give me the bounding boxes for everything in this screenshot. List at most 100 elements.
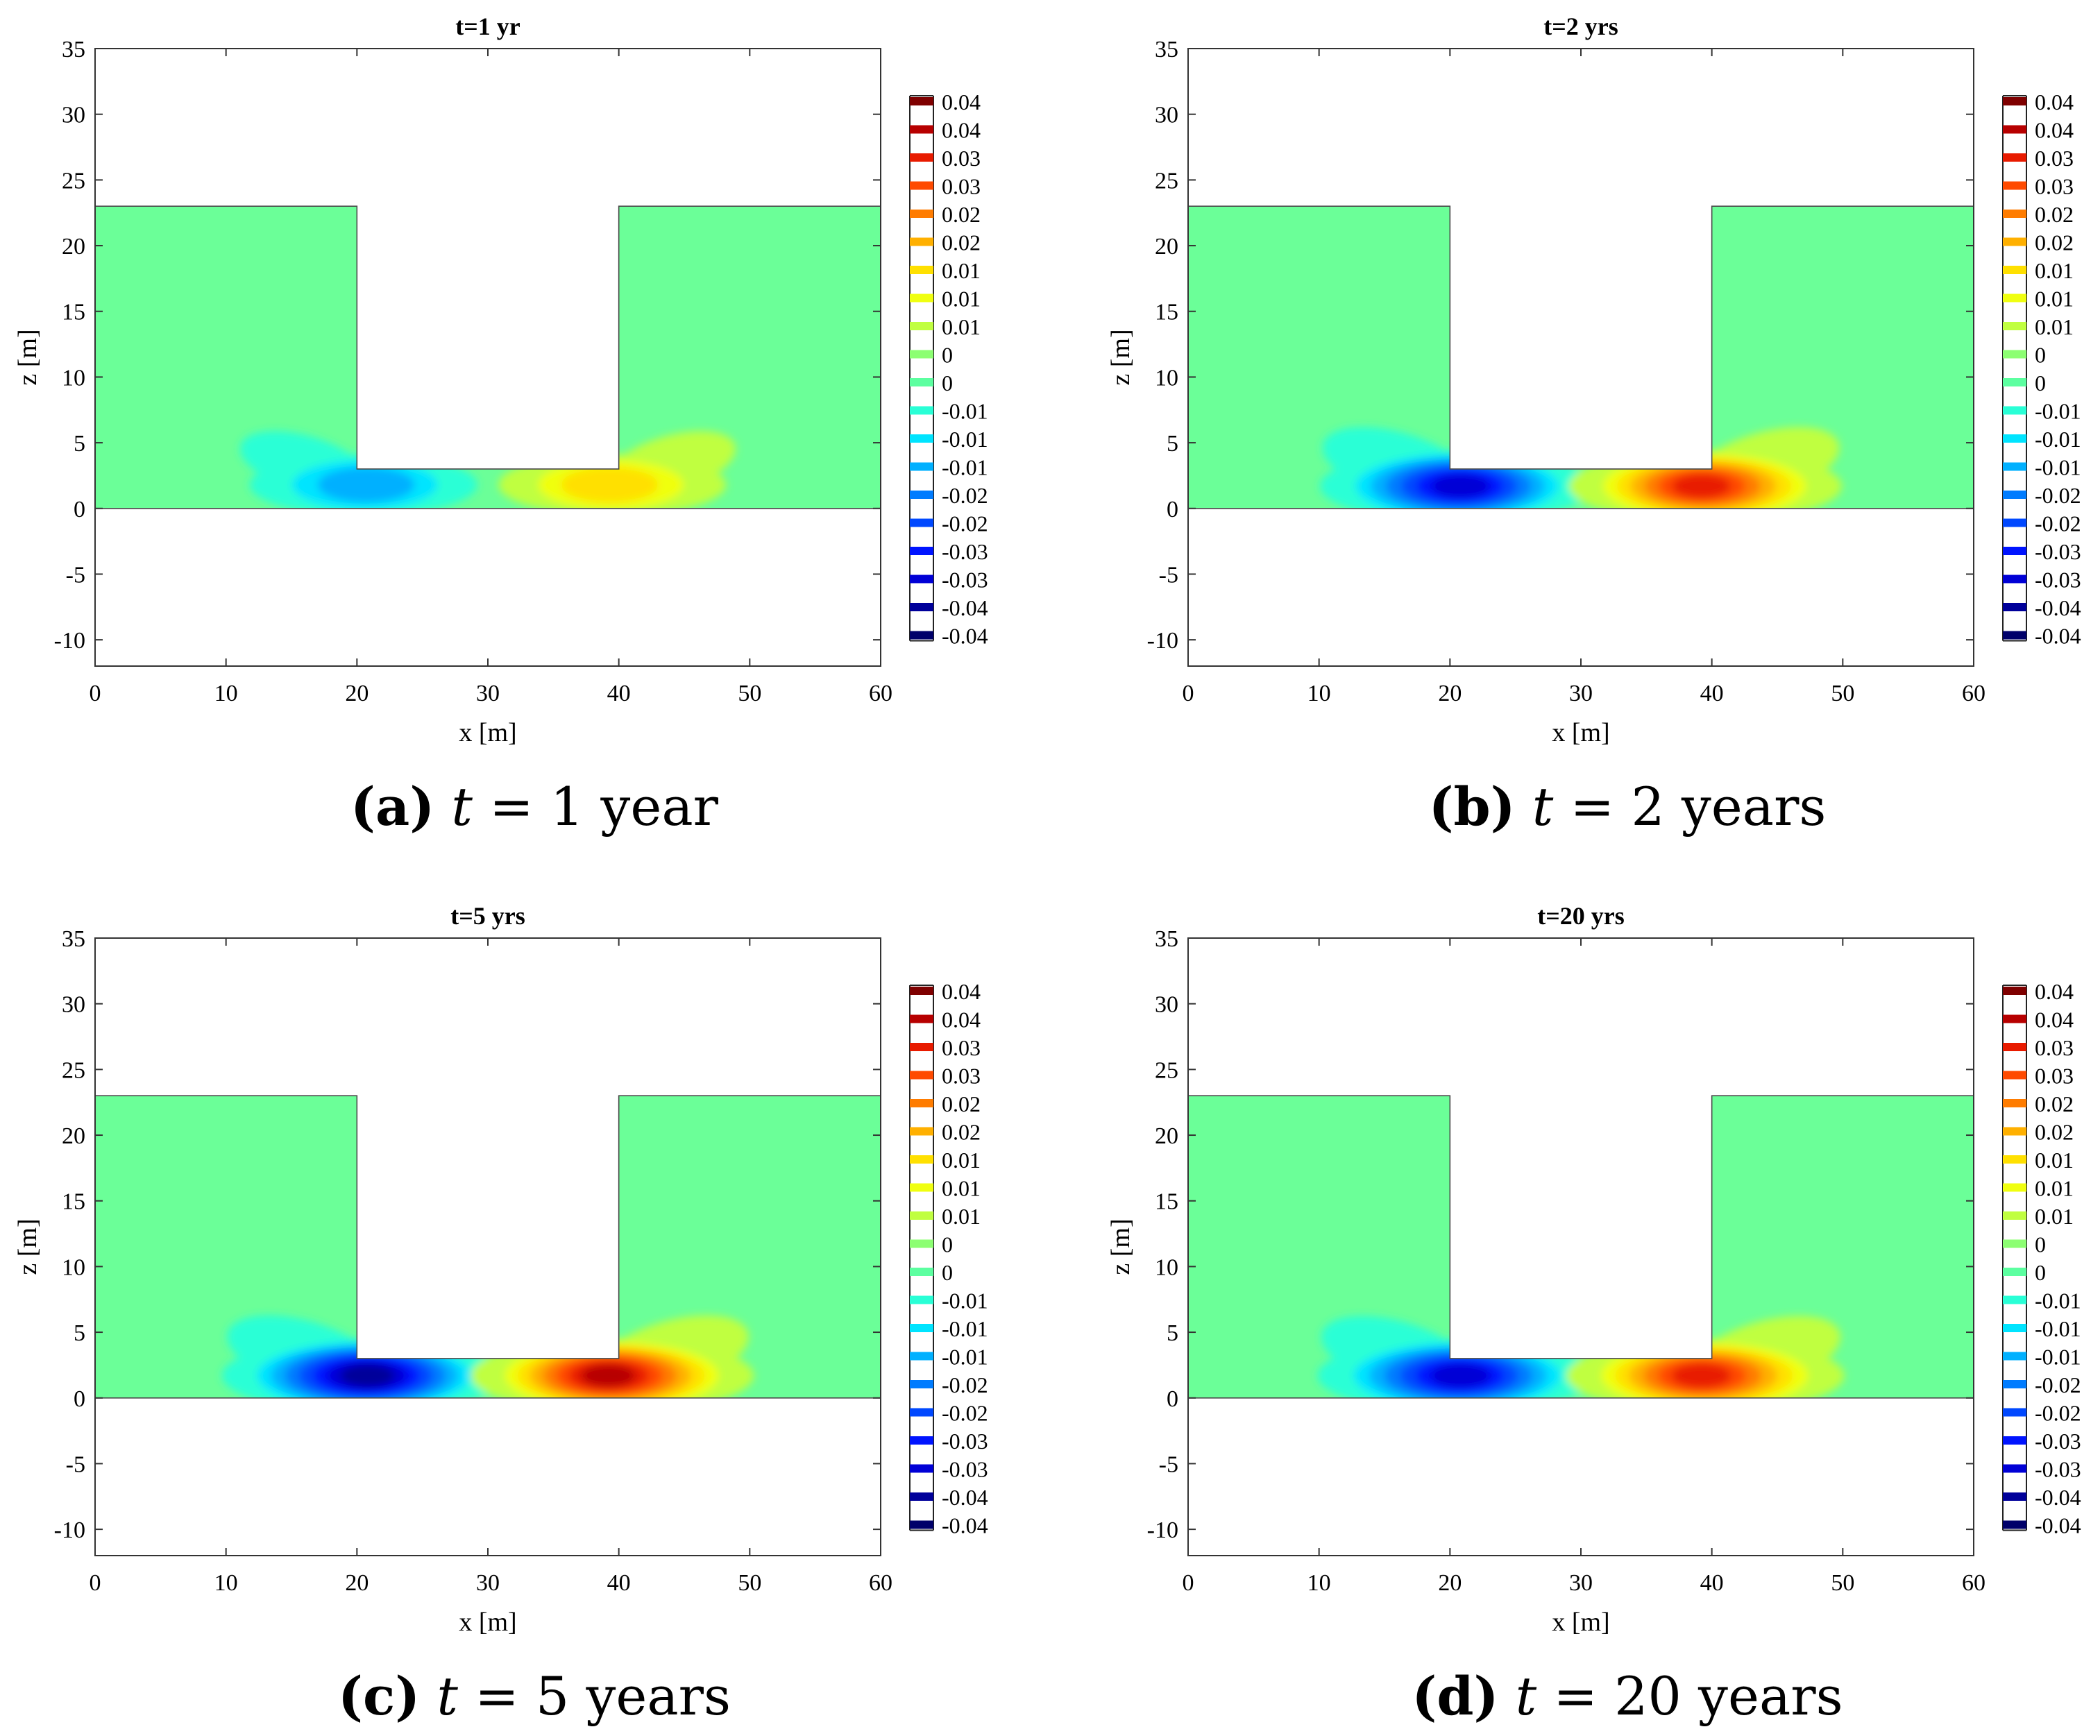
colorbar-label: -0.02 xyxy=(942,1372,988,1397)
colorbar-label: -0.04 xyxy=(2035,595,2081,620)
y-tick-label: 5 xyxy=(1167,1320,1178,1346)
colorbar-swatch xyxy=(910,491,933,499)
colorbar-swatch xyxy=(910,293,933,303)
colorbar-label: -0.01 xyxy=(2035,427,2081,452)
domain-outline xyxy=(1187,205,1974,509)
colorbar-label: 0.01 xyxy=(2035,1176,2074,1201)
y-tick-label: 5 xyxy=(74,1320,85,1346)
caption-c-letter: (c) xyxy=(338,1665,421,1727)
y-tick-label: 10 xyxy=(62,1254,85,1280)
colorbar-swatch xyxy=(2003,406,2026,415)
x-tick-label: 10 xyxy=(214,1570,238,1596)
x-tick-label: 10 xyxy=(1307,681,1331,706)
y-axis-label: z [m] xyxy=(1106,1218,1135,1275)
colorbar-swatch xyxy=(2003,125,2026,134)
x-tick-label: 20 xyxy=(1438,681,1462,706)
colorbar-label: -0.03 xyxy=(2035,539,2081,564)
caption-a-variable: t xyxy=(451,776,473,837)
colorbar-swatch xyxy=(2003,1099,2026,1107)
y-tick-label: 25 xyxy=(1155,1057,1178,1083)
y-tick-label: -10 xyxy=(1147,1517,1178,1543)
colorbar-swatch xyxy=(910,1408,933,1417)
negative-contour-level xyxy=(341,1364,395,1387)
colorbar-swatch xyxy=(910,210,933,218)
colorbar-swatch xyxy=(2003,603,2026,611)
colorbar-swatch xyxy=(2003,518,2026,527)
colorbar-label: 0.04 xyxy=(2035,1007,2074,1032)
colorbar-label: 0 xyxy=(2035,371,2046,395)
colorbar-label: 0.03 xyxy=(2035,1035,2074,1060)
y-tick-label: 20 xyxy=(62,234,85,259)
colorbar-swatch xyxy=(910,1436,933,1445)
colorbar-label: 0 xyxy=(2035,343,2046,368)
colorbar-swatch xyxy=(910,406,933,415)
colorbar-swatch xyxy=(2003,1268,2026,1276)
x-tick-label: 0 xyxy=(90,1570,101,1596)
x-axis-label: x [m] xyxy=(1552,718,1609,747)
colorbar-label: 0.04 xyxy=(2035,90,2074,114)
colorbar-label: -0.04 xyxy=(2035,1513,2081,1538)
negative-contour-level xyxy=(317,467,415,503)
colorbar-swatch xyxy=(910,1295,933,1304)
colorbar-label: -0.01 xyxy=(942,455,988,480)
y-tick-label: -10 xyxy=(54,1517,85,1543)
colorbar-swatch xyxy=(2003,462,2026,471)
x-tick-label: 60 xyxy=(1962,681,1985,706)
colorbar-swatch xyxy=(910,1492,933,1501)
x-tick-label: 50 xyxy=(738,1570,761,1596)
caption-a-value: = 1 year xyxy=(489,776,718,837)
y-axis-label: z [m] xyxy=(13,329,42,385)
colorbar-swatch xyxy=(2003,237,2026,246)
x-tick-label: 50 xyxy=(1831,681,1854,706)
colorbar-swatch xyxy=(910,1155,933,1164)
colorbar-swatch xyxy=(2003,153,2026,162)
x-tick-label: 40 xyxy=(1700,1570,1724,1596)
colorbar-label: 0.01 xyxy=(2035,314,2074,339)
colorbar-swatch xyxy=(2003,1380,2026,1388)
colorbar-label: -0.02 xyxy=(942,511,988,536)
colorbar-swatch xyxy=(910,1099,933,1107)
x-tick-label: 20 xyxy=(345,1570,369,1596)
y-tick-label: 10 xyxy=(1155,365,1178,391)
y-tick-label: 15 xyxy=(1155,1189,1178,1215)
colorbar-label: 0.01 xyxy=(2035,1204,2074,1229)
colorbar-swatch xyxy=(2003,1436,2026,1445)
x-tick-label: 50 xyxy=(1831,1570,1854,1596)
colorbar-swatch xyxy=(910,237,933,246)
y-tick-label: 30 xyxy=(1155,992,1178,1018)
colorbar-label: -0.01 xyxy=(942,399,988,424)
colorbar-label: 0.04 xyxy=(2035,979,2074,1004)
x-tick-label: 40 xyxy=(607,681,631,706)
x-tick-label: 30 xyxy=(1569,1570,1593,1596)
colorbar-swatch xyxy=(910,1183,933,1192)
y-tick-label: 30 xyxy=(62,992,85,1018)
colorbar-label: -0.01 xyxy=(942,1288,988,1313)
positive-contour-level xyxy=(1672,1363,1731,1388)
colorbar-swatch xyxy=(2003,1183,2026,1192)
colorbar-swatch xyxy=(910,631,933,640)
colorbar-label: -0.04 xyxy=(2035,624,2081,649)
x-tick-label: 40 xyxy=(1700,681,1724,706)
colorbar-swatch xyxy=(2003,1520,2026,1529)
colorbar-swatch xyxy=(910,1268,933,1276)
colorbar-swatch xyxy=(2003,293,2026,303)
colorbar-swatch xyxy=(910,987,933,995)
colorbar-swatch xyxy=(910,97,933,105)
x-tick-label: 60 xyxy=(869,1570,892,1596)
colorbar-swatch xyxy=(910,1520,933,1529)
colorbar-label: 0.01 xyxy=(942,287,981,312)
positive-contour-level xyxy=(581,1364,635,1387)
negative-contour-level xyxy=(1430,1363,1490,1388)
colorbar-swatch xyxy=(2003,1295,2026,1304)
y-axis-label: z [m] xyxy=(13,1218,42,1275)
colorbar-swatch xyxy=(2003,987,2026,995)
colorbar-label: -0.04 xyxy=(942,1513,988,1538)
y-tick-label: -5 xyxy=(66,562,85,588)
y-tick-label: 10 xyxy=(62,365,85,391)
colorbar-label: 0.03 xyxy=(942,146,981,171)
colorbar-label: -0.03 xyxy=(942,1457,988,1482)
caption-d: (d) t = 20 years xyxy=(1357,1665,1898,1727)
colorbar-label: 0.01 xyxy=(2035,1148,2074,1173)
colorbar-label: -0.04 xyxy=(942,1485,988,1510)
